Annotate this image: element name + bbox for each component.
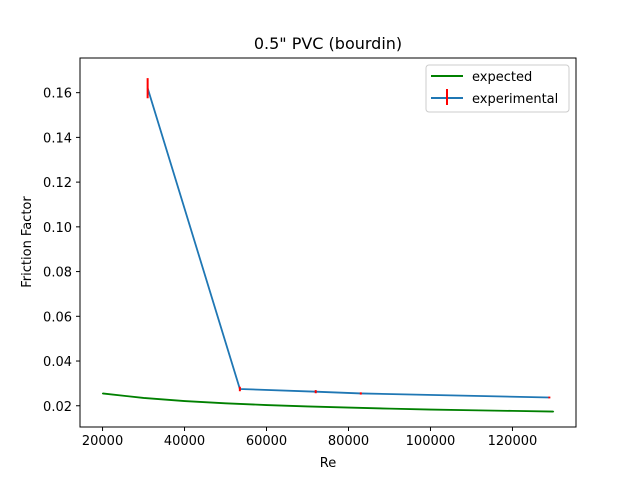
x-tick-label: 120000 bbox=[488, 434, 538, 449]
axes-frame bbox=[79, 57, 577, 428]
series-line-expected bbox=[102, 392, 554, 413]
legend: expected experimental bbox=[425, 64, 570, 113]
y-axis: 0.02 0.04 0.06 0.08 0.10 0.12 0.14 0.16 bbox=[43, 87, 80, 415]
point-expected bbox=[265, 404, 268, 406]
y-tick-label: 0.08 bbox=[43, 266, 72, 281]
legend-label-expected: expected bbox=[472, 70, 532, 85]
chart-title: 0.5" PVC (bourdin) bbox=[254, 34, 402, 53]
point-expected bbox=[388, 408, 391, 410]
point-expected bbox=[183, 400, 186, 402]
y-tick-label: 0.16 bbox=[43, 87, 72, 102]
y-tick-label: 0.04 bbox=[43, 355, 72, 370]
x-axis: 20000 40000 60000 80000 100000 120000 bbox=[82, 427, 537, 449]
point-expected bbox=[306, 405, 309, 408]
x-tick-label: 100000 bbox=[406, 434, 456, 449]
x-axis-label: Re bbox=[320, 456, 336, 471]
y-tick-label: 0.06 bbox=[43, 310, 72, 325]
y-tick-label: 0.02 bbox=[43, 400, 72, 415]
point-expected bbox=[347, 406, 350, 409]
plot-area bbox=[101, 78, 555, 413]
point-expected bbox=[142, 397, 145, 399]
x-tick-label: 40000 bbox=[164, 434, 205, 449]
point-expected bbox=[101, 392, 104, 395]
point-expected bbox=[511, 410, 514, 412]
point-expected bbox=[429, 408, 432, 411]
x-tick-label: 60000 bbox=[246, 434, 287, 449]
y-tick-label: 0.14 bbox=[43, 131, 72, 146]
legend-label-experimental: experimental bbox=[472, 92, 558, 107]
point-expected bbox=[470, 409, 473, 411]
x-tick-label: 20000 bbox=[82, 434, 123, 449]
x-tick-label: 80000 bbox=[328, 434, 369, 449]
point-expected bbox=[224, 402, 227, 404]
point-expected bbox=[552, 410, 555, 413]
y-tick-label: 0.10 bbox=[43, 221, 72, 236]
y-tick-label: 0.12 bbox=[43, 176, 72, 191]
y-axis-label: Friction Factor bbox=[20, 196, 35, 288]
